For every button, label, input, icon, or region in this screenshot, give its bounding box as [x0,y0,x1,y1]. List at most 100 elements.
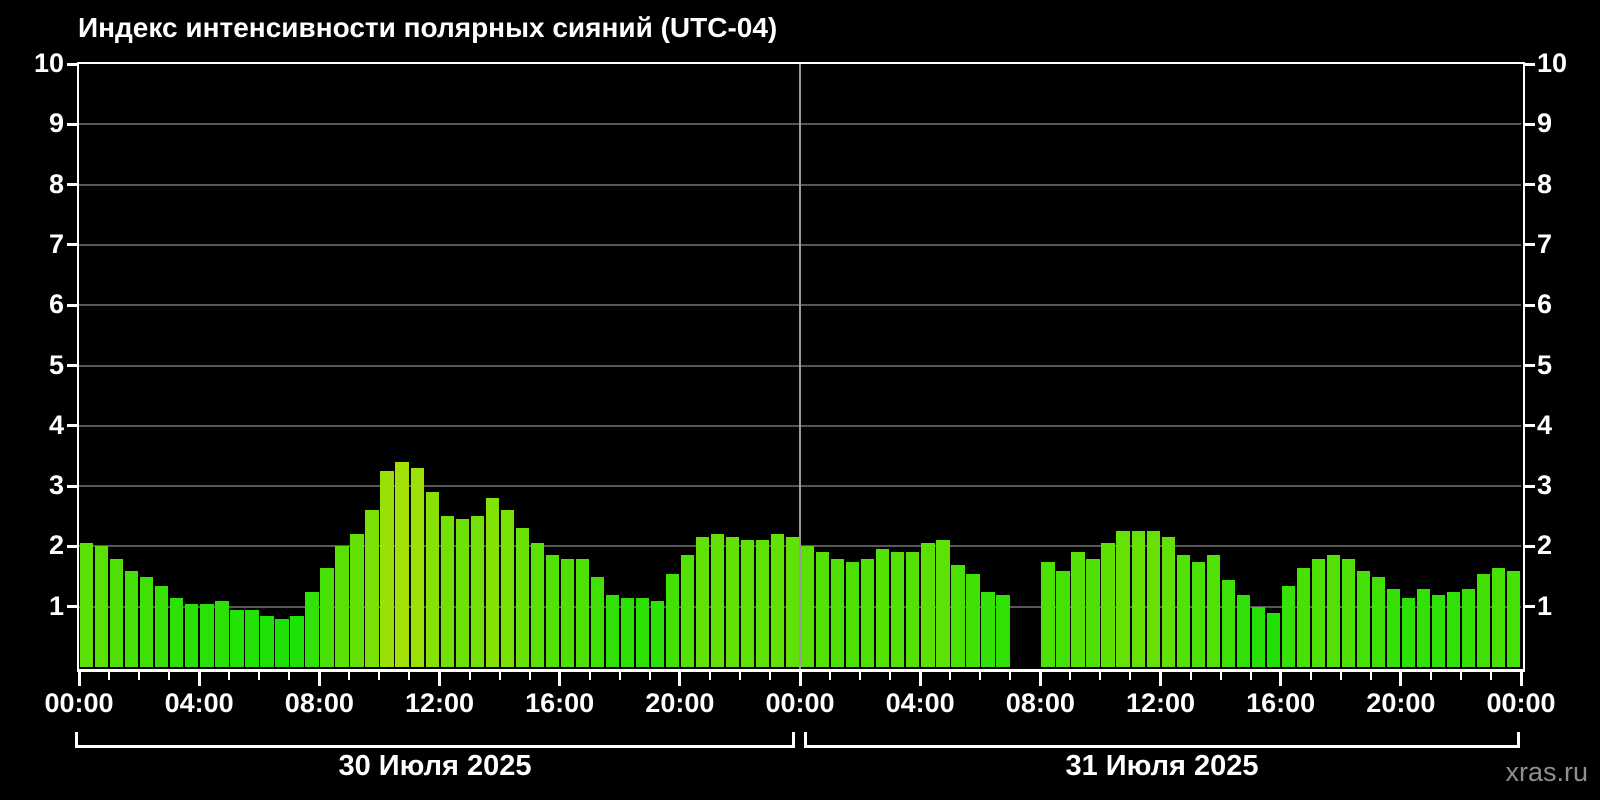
aurora-bar [665,573,680,667]
x-tick-major [558,670,562,686]
aurora-bar [485,498,499,667]
x-axis-label-0: 00:00 [44,688,114,718]
aurora-bar [1386,588,1401,667]
aurora-bar [1296,567,1311,667]
x-tick-minor [138,670,141,680]
aurora-bar [755,540,770,667]
aurora-bar [155,585,169,667]
aurora-bar [275,618,289,667]
y-axis-label-right-1: 1 [1537,590,1553,621]
y-axis-label-left-4: 4 [48,409,64,440]
x-axis-label-3: 12:00 [404,688,475,718]
y-tick-right-5 [1523,364,1535,367]
date-bracket-end-right-day2 [1517,732,1520,748]
y-axis-label-right-8: 8 [1537,168,1553,199]
y-tick-right-6 [1523,303,1535,307]
aurora-bar [95,546,109,667]
x-axis-label-5: 20:00 [645,688,715,718]
x-tick-minor [1369,670,1372,680]
y-axis-label-right-5: 5 [1537,349,1553,380]
aurora-bar [1341,558,1356,667]
aurora-bar [876,549,890,667]
aurora-bar [350,534,364,667]
y-axis-label-left-1: 1 [48,590,64,621]
y-axis-label-right-6: 6 [1537,289,1553,320]
aurora-bar [545,555,559,667]
aurora-bar [245,609,259,667]
aurora-bar [1146,531,1160,667]
date-bracket-end-right-day1 [792,732,795,748]
x-tick-major [317,670,321,686]
x-tick-minor [408,670,411,680]
x-axis-label-10: 16:00 [1246,688,1316,718]
y-axis-label-right-4: 4 [1537,409,1553,440]
aurora-bar [1492,567,1506,667]
y-tick-left-7 [67,243,79,247]
y-tick-left-9 [67,122,79,126]
y-tick-left-4 [67,424,79,428]
day-separator-line [799,64,801,686]
x-tick-minor [1219,670,1222,680]
y-tick-left-2 [67,544,79,548]
aurora-bar [650,600,665,667]
x-tick-minor [1429,670,1432,680]
date-label-day2: 31 Июля 2025 [1065,750,1259,782]
x-tick-minor [979,670,982,680]
aurora-bar [1507,570,1521,667]
x-axis-label-8: 08:00 [1005,688,1075,718]
x-tick-minor [228,670,231,680]
aurora-bar [801,546,815,667]
aurora-bar [320,567,334,667]
x-tick-minor [768,670,771,680]
aurora-bar [1131,531,1145,667]
y-axis-label-right-10: 10 [1537,48,1568,78]
aurora-bar [575,558,590,667]
x-axis-label-2: 08:00 [284,688,354,718]
y-tick-left-1 [67,605,79,609]
x-axis-label-7: 04:00 [885,688,955,718]
aurora-bar [1476,573,1491,667]
aurora-bar [140,576,154,667]
aurora-bar [1266,612,1280,667]
y-axis-label-left-10: 10 [33,48,64,78]
aurora-bar [771,534,785,667]
y-tick-right-3 [1523,484,1535,488]
x-tick-minor [1489,670,1492,680]
aurora-bar [230,609,244,667]
y-tick-right-7 [1523,243,1535,247]
x-tick-minor [859,670,862,680]
x-tick-minor [258,670,261,680]
aurora-bar [816,552,830,667]
x-tick-minor [348,670,351,680]
aurora-bar [981,591,995,667]
x-tick-minor [1249,670,1252,680]
aurora-bar [635,597,650,667]
x-tick-minor [1339,670,1342,680]
aurora-bar [1416,588,1431,667]
aurora-bar [1161,537,1175,667]
x-tick-minor [618,670,621,680]
aurora-bar [305,591,319,667]
aurora-bar [1356,570,1371,667]
x-tick-minor [1099,670,1102,680]
aurora-bar [1071,552,1085,667]
date-label-day1: 30 Июля 2025 [338,750,532,782]
aurora-bar [200,603,214,667]
x-axis-label-11: 20:00 [1366,688,1436,718]
y-axis-label-right-3: 3 [1537,470,1553,501]
aurora-bar [861,558,875,667]
x-tick-minor [288,670,291,680]
x-tick-minor [1189,670,1192,680]
x-axis-label-6: 00:00 [765,688,835,718]
aurora-bar [335,546,349,667]
aurora-bar [605,594,620,667]
aurora-bar [260,615,274,667]
chart-title: Индекс интенсивности полярных сияний (UT… [78,12,778,43]
x-tick-minor [648,670,651,680]
x-tick-major [1399,670,1403,686]
y-axis-label-left-6: 6 [48,289,64,320]
y-tick-left-8 [67,183,79,187]
x-tick-minor [1009,670,1012,680]
x-tick-major [197,670,201,686]
aurora-bar [1281,585,1296,667]
